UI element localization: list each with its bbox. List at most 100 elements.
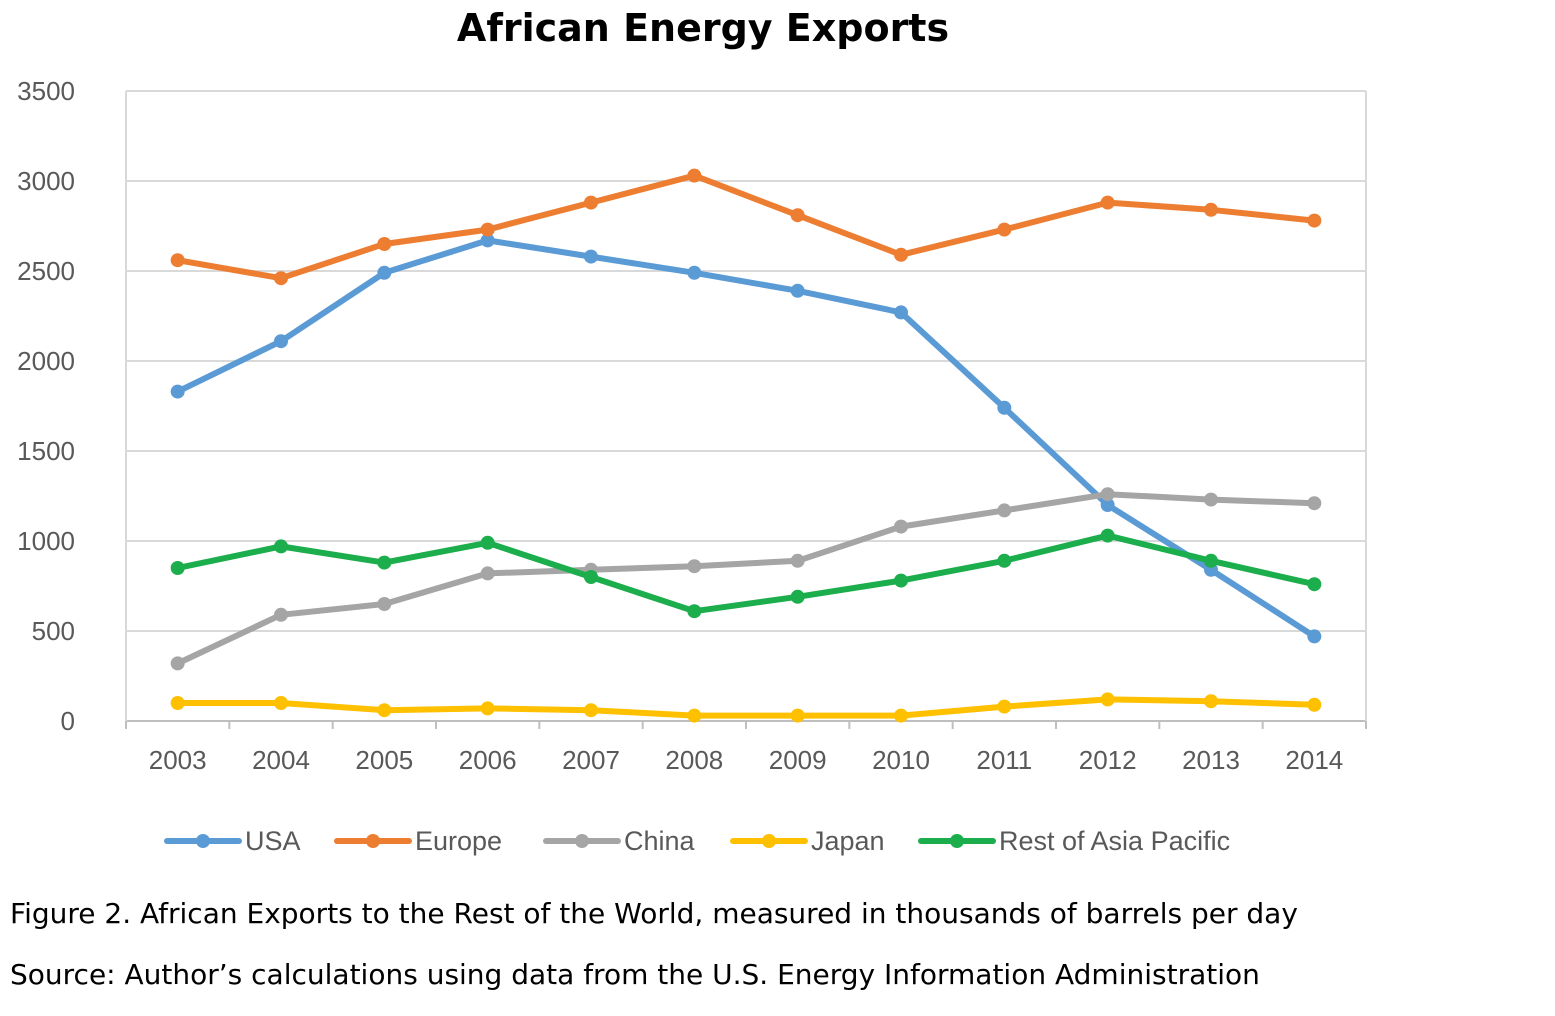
point-japan-2014 <box>1307 697 1322 712</box>
point-rest-of-asia-pacific-2007 <box>584 570 598 584</box>
point-japan-2011 <box>997 699 1012 714</box>
point-china-2006 <box>480 566 495 581</box>
point-japan-2008 <box>687 708 702 723</box>
legend-item-china: China <box>543 826 696 856</box>
x-tick-2005: 2005 <box>355 745 413 775</box>
point-europe-2006 <box>480 222 495 237</box>
point-usa-2012 <box>1100 498 1115 512</box>
point-china-2010 <box>894 519 908 534</box>
source-caption: Source: Author’s calculations using data… <box>10 958 1260 991</box>
legend-item-europe: Europe <box>334 826 502 856</box>
point-rest-of-asia-pacific-2009 <box>790 589 805 604</box>
point-rest-of-asia-pacific-2010 <box>894 573 908 588</box>
point-usa-2009 <box>790 283 805 298</box>
legend-label-europe: Europe <box>415 826 502 856</box>
legend-label-japan: Japan <box>811 826 885 856</box>
series-europe <box>170 168 1322 286</box>
series-line-china <box>174 491 1318 667</box>
point-japan-2013 <box>1204 694 1218 709</box>
point-usa-2003 <box>170 384 185 399</box>
point-china-2012 <box>1100 487 1115 502</box>
y-tick-0: 0 <box>61 706 75 736</box>
point-china-2011 <box>997 503 1012 518</box>
point-china-2013 <box>1204 492 1218 507</box>
point-japan-2006 <box>480 701 495 716</box>
legend: USA Europe China Japan Rest of Asia Pacific <box>164 826 1230 856</box>
point-china-2003 <box>170 656 185 671</box>
point-usa-2004 <box>274 334 288 349</box>
point-japan-2004 <box>274 696 288 710</box>
legend-swatch-marker-rest-of-asia-pacific <box>950 834 964 848</box>
legend-item-usa: USA <box>164 826 301 856</box>
point-china-2005 <box>377 597 392 611</box>
point-europe-2003 <box>170 253 185 268</box>
point-usa-2008 <box>687 265 702 280</box>
point-europe-2007 <box>584 195 598 210</box>
legend-swatch-marker-japan <box>762 834 776 848</box>
series-line-japan <box>174 696 1318 719</box>
point-japan-2009 <box>790 708 805 723</box>
point-europe-2012 <box>1100 195 1115 210</box>
x-tick-2009: 2009 <box>769 745 827 775</box>
chart-title: African Energy Exports <box>456 6 950 50</box>
series-china <box>170 487 1322 671</box>
point-rest-of-asia-pacific-2004 <box>274 539 288 554</box>
point-usa-2011 <box>997 400 1012 415</box>
series-japan <box>170 692 1322 723</box>
x-tick-2003: 2003 <box>149 745 207 775</box>
y-tick-1500: 1500 <box>17 436 75 466</box>
axes <box>125 91 1367 729</box>
x-tick-2006: 2006 <box>459 745 517 775</box>
x-tick-2010: 2010 <box>872 745 930 775</box>
point-usa-2014 <box>1307 629 1322 644</box>
x-tick-2008: 2008 <box>665 745 723 775</box>
point-china-2008 <box>687 559 702 574</box>
y-tick-2000: 2000 <box>17 346 75 376</box>
x-tick-2004: 2004 <box>252 745 310 775</box>
legend-item-japan: Japan <box>730 826 885 856</box>
x-tick-2013: 2013 <box>1182 745 1240 775</box>
series-usa <box>170 233 1322 644</box>
point-europe-2013 <box>1204 202 1218 217</box>
point-rest-of-asia-pacific-2012 <box>1100 528 1115 543</box>
point-rest-of-asia-pacific-2006 <box>480 535 495 550</box>
point-rest-of-asia-pacific-2005 <box>377 555 392 570</box>
point-japan-2003 <box>170 696 185 710</box>
point-rest-of-asia-pacific-2011 <box>997 553 1012 568</box>
y-tick-1000: 1000 <box>17 526 75 556</box>
legend-swatch-marker-usa <box>196 834 210 848</box>
point-china-2014 <box>1307 496 1322 511</box>
point-europe-2004 <box>274 271 288 286</box>
point-usa-2010 <box>894 305 908 320</box>
legend-item-rest-of-asia-pacific: Rest of Asia Pacific <box>918 826 1230 856</box>
y-tick-500: 500 <box>32 616 75 646</box>
point-china-2009 <box>790 553 805 568</box>
point-japan-2007 <box>584 703 598 718</box>
x-tick-2011: 2011 <box>976 745 1032 775</box>
figure-caption: Figure 2. African Exports to the Rest of… <box>10 897 1298 930</box>
series-line-rest-of-asia-pacific <box>174 532 1318 615</box>
point-rest-of-asia-pacific-2014 <box>1307 577 1322 592</box>
point-usa-2007 <box>584 249 598 264</box>
point-usa-2006 <box>480 233 495 248</box>
y-tick-2500: 2500 <box>17 256 75 286</box>
legend-swatch-marker-europe <box>366 834 380 848</box>
point-japan-2010 <box>894 708 908 723</box>
point-rest-of-asia-pacific-2013 <box>1204 553 1218 568</box>
point-europe-2005 <box>377 237 392 251</box>
y-tick-labels: 0 500 1000 1500 2000 2500 3000 3500 <box>17 76 75 736</box>
point-rest-of-asia-pacific-2003 <box>170 561 185 575</box>
point-usa-2005 <box>377 265 392 280</box>
legend-label-usa: USA <box>245 826 301 856</box>
legend-label-china: China <box>624 826 696 856</box>
point-china-2004 <box>274 607 288 622</box>
legend-swatch-marker-china <box>575 834 589 848</box>
point-europe-2014 <box>1307 213 1322 228</box>
point-europe-2008 <box>687 168 702 183</box>
x-tick-2012: 2012 <box>1079 745 1137 775</box>
gridlines <box>126 90 1366 632</box>
series-lines <box>170 168 1322 723</box>
x-tick-2007: 2007 <box>562 745 620 775</box>
x-tick-labels: 2003 2004 2005 2006 2007 2008 2009 2010 2011 2012… <box>149 745 1344 775</box>
